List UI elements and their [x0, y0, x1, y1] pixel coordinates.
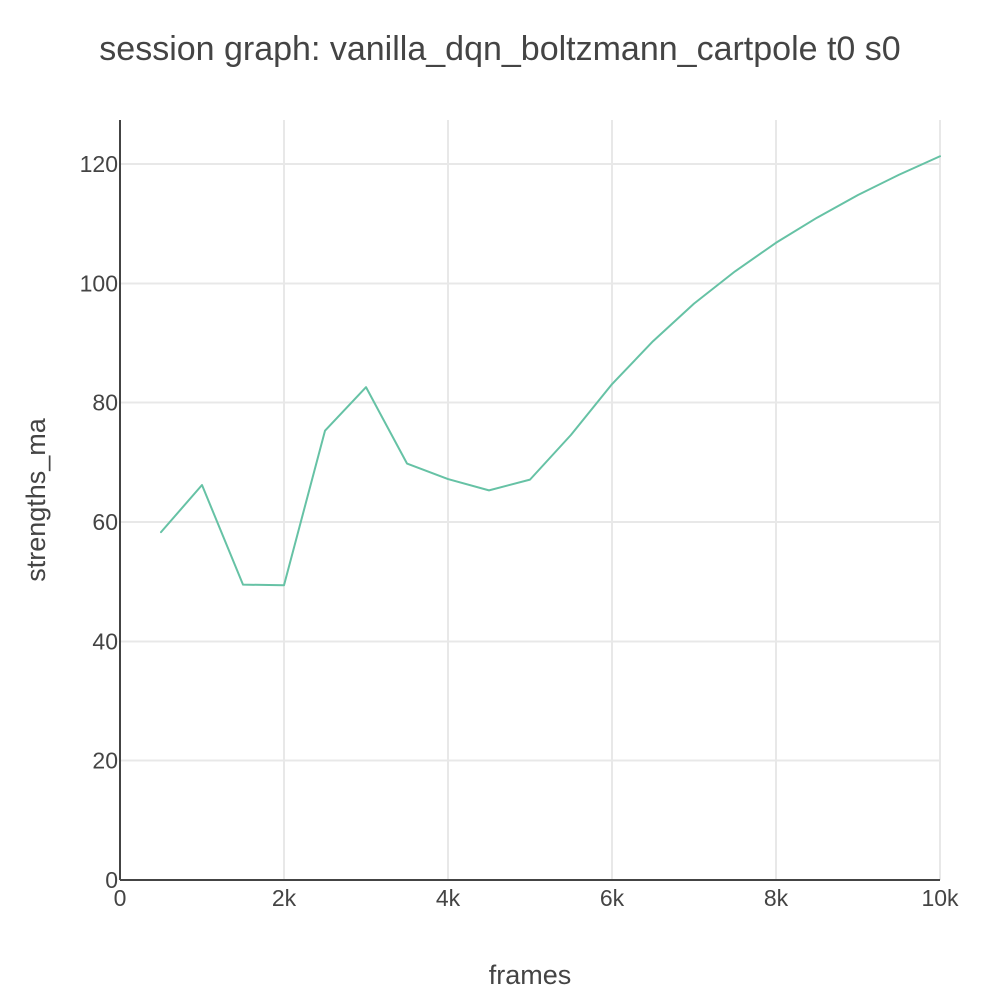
x-tick-label: 4k	[436, 885, 461, 911]
x-tick-label: 10k	[921, 885, 959, 911]
series-layer	[160, 155, 941, 587]
x-axis-label: frames	[489, 960, 572, 990]
y-tick-label: 80	[92, 390, 118, 416]
y-tick-label: 20	[92, 748, 118, 774]
y-axis-label: strengths_ma	[21, 417, 51, 582]
x-tick-label: 8k	[764, 885, 789, 911]
y-tick-label: 60	[92, 509, 118, 535]
gridlines	[120, 120, 941, 880]
series-line	[160, 155, 941, 587]
x-tick-label: 0	[114, 885, 127, 911]
chart-title: session graph: vanilla_dqn_boltzmann_car…	[99, 30, 900, 68]
y-tick-label: 40	[92, 628, 118, 654]
y-tick-label: 0	[105, 867, 118, 893]
y-tick-label: 120	[80, 151, 118, 177]
axes	[119, 120, 940, 881]
y-tick-label: 100	[80, 270, 118, 296]
x-tick-label: 6k	[600, 885, 625, 911]
tick-labels: 0 2k 4k 6k 8k 10k 0 20 40 60 80 100 120	[80, 151, 959, 911]
x-tick-label: 2k	[272, 885, 297, 911]
